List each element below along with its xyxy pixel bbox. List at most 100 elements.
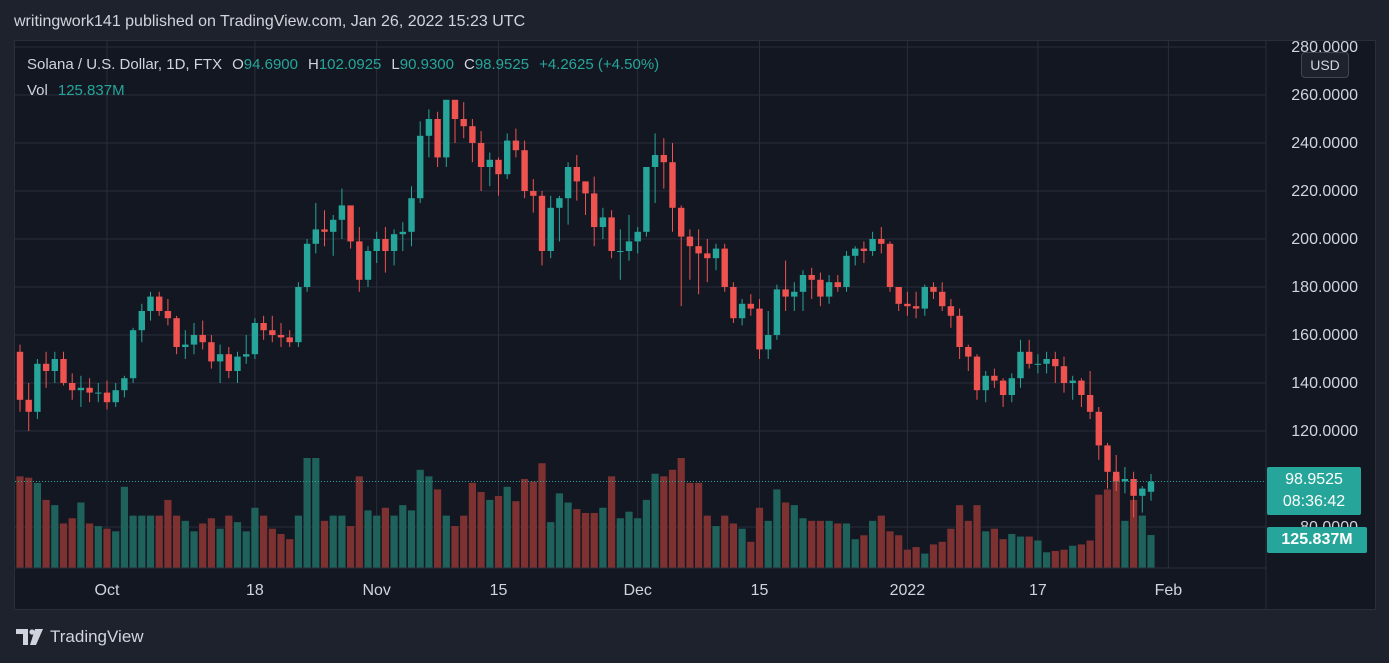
candle-body (347, 205, 354, 242)
candle-body (1139, 488, 1146, 496)
x-tick-label: Dec (623, 582, 651, 599)
y-tick-label: 160.0000 (1291, 327, 1358, 344)
candles (16, 99, 1155, 518)
candle-body (86, 387, 93, 393)
x-tick-label: Nov (362, 582, 390, 599)
volume-bars (16, 458, 1155, 568)
volume-bar (129, 515, 137, 568)
volume-bar (625, 511, 633, 568)
volume-bar (112, 531, 120, 568)
tradingview-logo-icon (16, 629, 43, 645)
volume-bar (921, 553, 929, 568)
candle-body (1060, 366, 1068, 383)
volume-bar (599, 507, 607, 568)
candle-body (799, 275, 807, 292)
volume-bar (347, 526, 355, 568)
volume-bar (729, 523, 737, 568)
volume-label[interactable]: Vol (27, 82, 48, 99)
candle-body (1104, 445, 1111, 472)
candle-body (634, 231, 641, 242)
high-label: H (307, 56, 319, 73)
volume-bar (155, 515, 163, 568)
candle-body (930, 287, 937, 292)
volume-bar (642, 499, 650, 568)
candle-body (321, 229, 328, 232)
candle-body (956, 315, 963, 347)
volume-bar (912, 547, 920, 568)
last-price-tag: 98.9525 08:36:42 (1267, 467, 1361, 515)
volume-bar (764, 520, 772, 568)
volume-bar (486, 499, 494, 568)
candle-body (330, 219, 337, 232)
y-tick-label: 220.0000 (1291, 183, 1358, 200)
candle-body (617, 251, 624, 252)
last-price-value: 98.9525 (1285, 471, 1343, 488)
bar-countdown: 08:36:42 (1282, 493, 1346, 510)
volume-bar (956, 505, 964, 568)
volume-bar (42, 499, 50, 568)
volume-bar (1060, 549, 1068, 568)
volume-bar (1147, 535, 1155, 568)
volume-bar (990, 528, 998, 568)
candle-body (582, 181, 589, 194)
candle-body (173, 318, 180, 347)
publisher-header: writingwork141 published on TradingView.… (14, 13, 526, 30)
volume-bar (312, 458, 320, 568)
volume-bar (138, 515, 146, 568)
volume-bar (842, 523, 851, 568)
candle-body (669, 162, 676, 208)
x-tick-label: 17 (1029, 582, 1047, 599)
chart-legend: Solana / U.S. Dollar, 1D, FTX O 94.6900 H… (27, 55, 659, 101)
volume-bar (1095, 494, 1103, 568)
candle-body (878, 239, 885, 244)
volume-bar (190, 531, 198, 568)
candle-body (808, 275, 815, 280)
tradingview-logo[interactable]: TradingView (16, 626, 144, 648)
y-tick-label: 200.0000 (1291, 231, 1358, 248)
volume-bar (503, 486, 511, 568)
volume-bar (286, 539, 294, 568)
candle-body (303, 243, 311, 287)
volume-bar (738, 528, 746, 568)
y-axis: 280.0000260.0000240.0000220.0000200.0000… (1291, 41, 1358, 536)
volume-bar (877, 515, 885, 568)
volume-bar (207, 518, 215, 568)
volume-bar (999, 539, 1007, 568)
candle-body (1113, 471, 1120, 482)
volume-price-tag: 125.837M (1267, 527, 1367, 553)
candle-body (42, 363, 50, 371)
candle-body (704, 253, 711, 259)
volume-bar (1043, 552, 1051, 568)
price-chart[interactable]: 280.0000260.0000240.0000220.0000200.0000… (15, 41, 1375, 609)
candle-body (1052, 359, 1059, 367)
candle-body (390, 234, 398, 251)
currency-button[interactable]: USD (1301, 52, 1349, 78)
x-tick-label: 18 (246, 582, 264, 599)
volume-bar (416, 469, 424, 568)
y-tick-label: 260.0000 (1291, 87, 1358, 104)
x-tick-label: 15 (751, 582, 769, 599)
candle-body (591, 193, 598, 227)
symbol-label[interactable]: Solana / U.S. Dollar, 1D, FTX (27, 56, 223, 73)
candle-body (625, 241, 633, 251)
volume-bar (1103, 489, 1112, 568)
volume-bar (825, 520, 833, 568)
x-tick-label: 2022 (890, 582, 926, 599)
candle-body (773, 289, 781, 335)
candle-body (782, 289, 789, 297)
candle-body (199, 335, 206, 343)
volume-bar (364, 510, 372, 568)
candle-body (921, 287, 928, 309)
volume-bar (755, 507, 764, 568)
chart-frame[interactable]: 280.0000 260.0000 240.0000 220.0000 200.0000… (14, 40, 1376, 610)
candle-body (277, 335, 285, 338)
candle-body (678, 207, 685, 237)
candle-body (843, 255, 850, 287)
candle-body (129, 330, 137, 379)
candle-body (765, 335, 772, 350)
volume-bar (886, 531, 894, 568)
volume-bar (199, 523, 207, 568)
candle-body (1078, 380, 1085, 395)
candle-body (904, 303, 911, 307)
grid (15, 41, 1266, 568)
